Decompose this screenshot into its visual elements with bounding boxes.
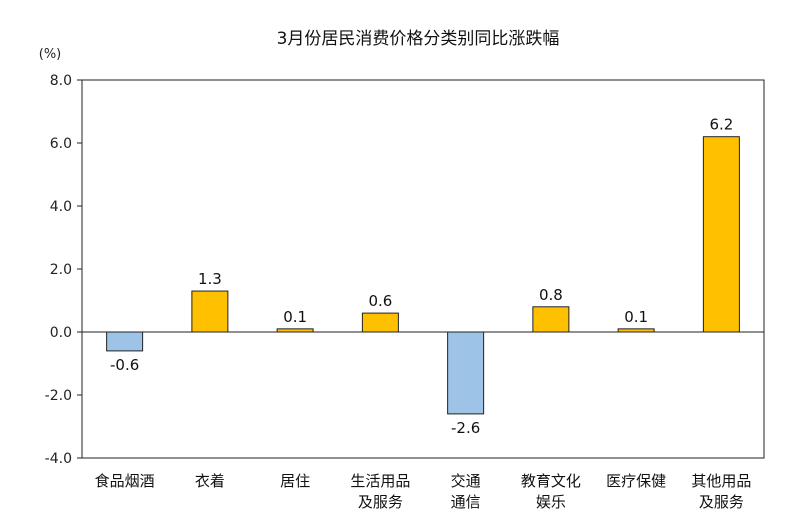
data-label: 0.1 <box>283 308 307 326</box>
x-tick-label: 食品烟酒 <box>95 472 155 490</box>
data-label: 0.8 <box>539 286 563 304</box>
x-tick-label: 及服务 <box>699 493 744 511</box>
data-label: 6.2 <box>709 116 733 134</box>
data-label: -0.6 <box>110 356 139 374</box>
y-tick-label: 4.0 <box>50 199 72 215</box>
y-tick-label: 2.0 <box>50 262 72 278</box>
data-label: 0.1 <box>624 308 648 326</box>
plot-area-frame <box>81 79 765 459</box>
data-label: -2.6 <box>451 419 480 437</box>
x-tick-label: 通信 <box>451 493 481 511</box>
data-labels: -0.6 1.3 0.1 0.6 -2.6 0.8 0.1 6.2 <box>110 116 733 437</box>
bar <box>191 290 229 333</box>
x-tick-label: 居住 <box>280 472 310 490</box>
bar <box>361 312 399 333</box>
x-tick-label: 娱乐 <box>536 493 566 511</box>
y-axis-unit: (%) <box>39 47 62 62</box>
y-tick-label: 6.0 <box>50 136 72 152</box>
x-tick-label: 交通 <box>451 472 481 490</box>
y-tick-label: 0.0 <box>50 325 72 341</box>
x-tick-label: 其他用品 <box>691 472 751 490</box>
y-tick-label: -2.0 <box>45 388 72 404</box>
x-tick-label: 教育文化 <box>521 472 581 490</box>
x-tick-label: 医疗保健 <box>606 472 666 490</box>
x-tick-label: 生活用品 <box>350 472 410 490</box>
data-label: 0.6 <box>368 292 392 310</box>
bar <box>532 306 570 333</box>
y-axis-ticks: 8.0 6.0 4.0 2.0 0.0 -2.0 -4.0 <box>45 73 82 467</box>
bar <box>106 331 144 352</box>
y-tick-label: -4.0 <box>45 451 72 467</box>
chart-title: 3月份居民消费价格分类别同比涨跌幅 <box>277 29 560 49</box>
x-tick-label: 衣着 <box>195 472 225 490</box>
data-label: 1.3 <box>198 270 222 288</box>
y-tick-label: 8.0 <box>50 73 72 89</box>
bar <box>447 331 485 415</box>
x-tick-label: 及服务 <box>358 493 403 511</box>
bar <box>702 136 740 333</box>
